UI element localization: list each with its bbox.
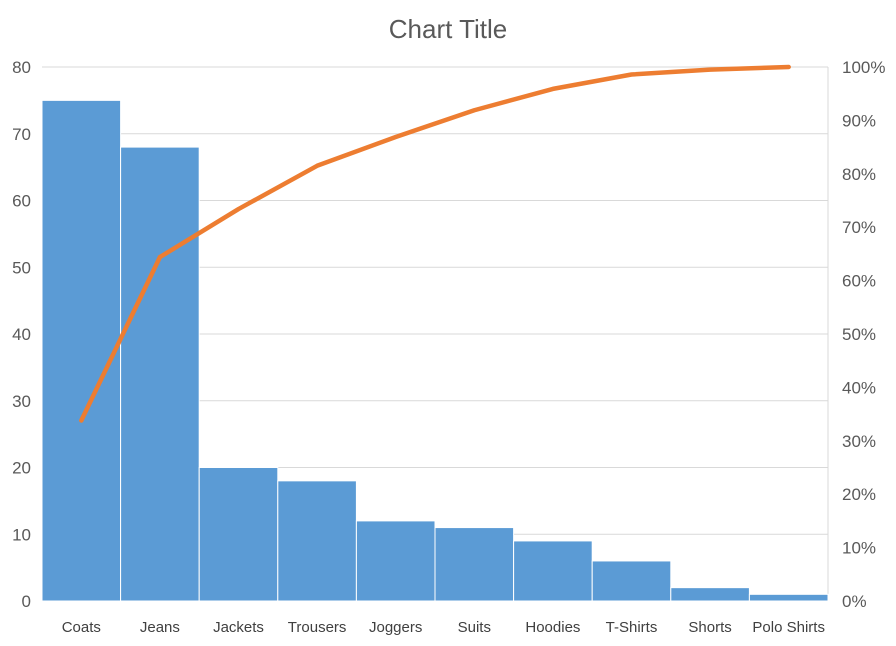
right-tick-label: 20% — [842, 485, 876, 504]
category-label: Shorts — [688, 619, 731, 636]
cumulative-line — [79, 64, 791, 423]
right-tick-label: 60% — [842, 272, 876, 291]
category-label: Polo Shirts — [752, 619, 825, 636]
bar-hoodies — [513, 540, 593, 602]
bar-series — [41, 99, 829, 602]
category-axis-labels: Coats Jeans Jackets Trousers Joggers Suits Hoo… — [62, 619, 825, 636]
right-tick-label: 0% — [842, 592, 867, 611]
right-tick-label: 90% — [842, 111, 876, 130]
category-label: Suits — [458, 619, 491, 636]
right-tick-label: 40% — [842, 378, 876, 397]
left-tick-label: 40 — [12, 325, 31, 344]
bar-coats — [41, 99, 122, 602]
bar-polo-shirts — [748, 593, 829, 602]
bar-suits — [434, 527, 515, 602]
chart-title: Chart Title — [389, 14, 508, 44]
right-tick-label: 80% — [842, 165, 876, 184]
category-label: T-Shirts — [606, 619, 658, 636]
bar-jackets — [198, 467, 279, 602]
right-tick-label: 50% — [842, 325, 876, 344]
right-tick-label: 30% — [842, 432, 876, 451]
left-tick-label: 60 — [12, 192, 31, 211]
bar-trousers — [277, 480, 357, 602]
right-tick-label: 70% — [842, 218, 876, 237]
left-tick-label: 0 — [22, 592, 31, 611]
category-label: Jackets — [213, 619, 264, 636]
right-axis-ticks: 0% 10% 20% 30% 40% 50% 60% 70% 80% 90% 100% — [842, 58, 885, 611]
left-tick-label: 50 — [12, 258, 31, 277]
category-label: Trousers — [288, 619, 347, 636]
left-tick-label: 10 — [12, 525, 31, 544]
right-tick-label: 10% — [842, 539, 876, 558]
bar-joggers — [355, 520, 436, 602]
category-label: Joggers — [369, 619, 422, 636]
left-tick-label: 80 — [12, 58, 31, 77]
left-axis-ticks: 0 10 20 30 40 50 60 70 80 — [12, 58, 31, 611]
right-tick-label: 100% — [842, 58, 885, 77]
category-label: Hoodies — [525, 619, 580, 636]
left-tick-label: 30 — [12, 392, 31, 411]
cumulative-line-series — [79, 64, 791, 423]
left-tick-label: 70 — [12, 125, 31, 144]
bar-shorts — [670, 587, 750, 602]
bar-jeans — [120, 146, 200, 602]
bar-t-shirts — [591, 560, 672, 602]
category-label: Coats — [62, 619, 101, 636]
category-label: Jeans — [140, 619, 180, 636]
left-tick-label: 20 — [12, 459, 31, 478]
